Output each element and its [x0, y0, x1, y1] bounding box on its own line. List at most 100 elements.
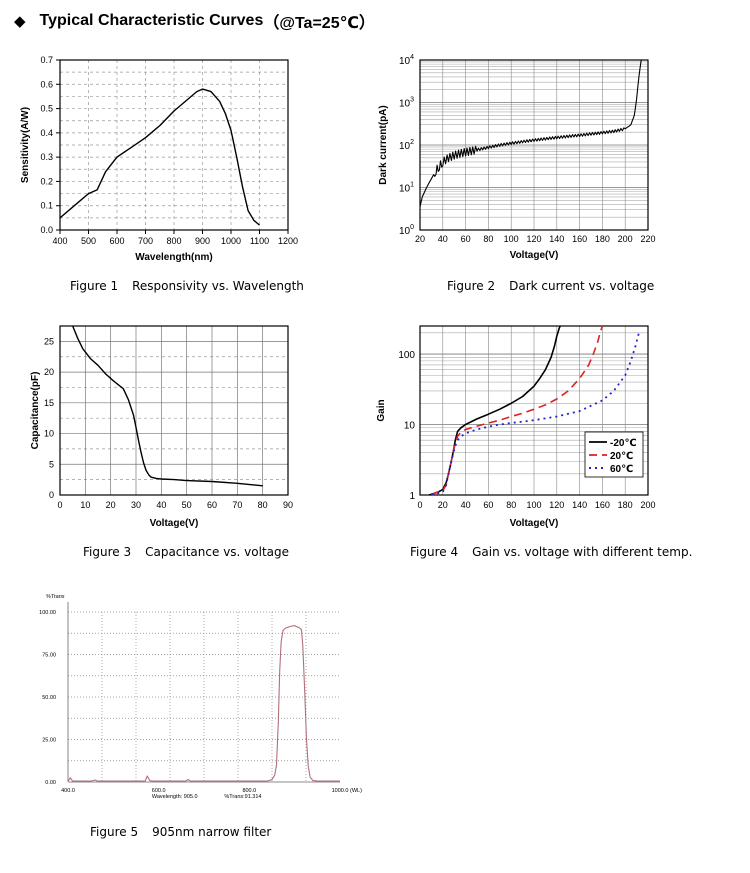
fig1-responsivity-line — [59, 88, 260, 226]
fig1-x-axis-label: Wavelength(nm) — [135, 252, 212, 263]
fig3-plot-frame — [59, 325, 289, 496]
fig4-xtick-label: 40 — [461, 500, 471, 510]
fig3-xtick-label: 50 — [182, 500, 192, 510]
fig2-ytick-label: 104 — [399, 54, 414, 67]
fig5-ytick-label: 100.00 — [39, 610, 56, 616]
fig1-ytick-label: 0.3 — [40, 152, 53, 162]
fig2-xtick-label: 220 — [640, 234, 655, 244]
fig2-ytick-exponent: 1 — [410, 182, 414, 189]
fig2-xtick-label: 140 — [549, 234, 564, 244]
fig4-x-axis-label: Voltage(V) — [510, 518, 559, 529]
fig2-ytick-label: 102 — [399, 139, 414, 152]
fig4-xtick-label: 160 — [595, 500, 610, 510]
fig4-legend-label: 20℃ — [610, 451, 633, 462]
fig1-xtick-label: 1200 — [278, 236, 298, 246]
figure-3-number: Figure 3 — [83, 545, 132, 559]
fig4-xtick-label: 80 — [506, 500, 516, 510]
fig2-xtick-label: 120 — [526, 234, 541, 244]
fig4-plot-frame — [419, 325, 649, 496]
figure-3-title: Capacitance vs. voltage — [145, 545, 290, 559]
diamond-bullet-icon: ◆ — [14, 13, 26, 30]
fig2-xtick-label: 20 — [415, 234, 425, 244]
fig5-ytick-label: 25.00 — [42, 738, 56, 744]
fig4-ytick-label: 10 — [404, 421, 416, 432]
fig1-ytick-label: 0.1 — [40, 201, 53, 211]
fig2-plot-frame — [419, 59, 649, 231]
fig2-ytick-label: 103 — [399, 97, 414, 110]
fig1-ytick-label: 0.5 — [40, 104, 53, 114]
fig3-x-axis-label: Voltage(V) — [150, 518, 199, 529]
figure-4-caption: Figure 4 Gain vs. voltage with different … — [410, 545, 692, 559]
fig1-xtick-label: 1100 — [250, 236, 269, 246]
fig3-ytick-label: 20 — [44, 367, 54, 377]
fig5-ytick-label: 50.00 — [42, 695, 56, 701]
fig5-transmission-line — [67, 625, 340, 782]
fig4-xtick-label: 140 — [572, 500, 587, 510]
figure-1-number: Figure 1 — [70, 279, 119, 293]
fig1-ytick-label: 0.7 — [40, 55, 53, 65]
fig1-y-axis-label: Sensitivity(A/W) — [20, 107, 31, 183]
test-condition: （@Ta=25℃） — [263, 15, 375, 32]
fig1-ytick-label: 0.2 — [40, 176, 53, 186]
fig5-ytick-label: 0.00 — [45, 780, 56, 786]
fig2-xtick-label: 200 — [618, 234, 633, 244]
fig3-ytick-label: 0 — [49, 490, 54, 500]
page-heading: ◆ Typical Characteristic Curves （@Ta=25℃… — [14, 8, 375, 34]
fig4-ytick-label: 100 — [398, 350, 415, 361]
fig1-xtick-label: 400 — [52, 236, 67, 246]
figure-1-caption: Figure 1 Responsivity vs. Wavelength — [70, 279, 304, 293]
fig5-readout-wavelength: Wavelength: 905.0 — [152, 794, 198, 800]
fig3-ytick-label: 15 — [44, 398, 54, 408]
fig3-capacitance-line — [72, 325, 263, 487]
fig3-ytick-label: 5 — [49, 459, 54, 469]
fig4-xtick-label: 60 — [483, 500, 493, 510]
fig4-xtick-label: 20 — [438, 500, 448, 510]
fig4-gain-line-2 — [431, 332, 640, 496]
fig5-xtick-label: 800.0 — [242, 788, 256, 794]
fig5-ytick-label: 75.00 — [42, 653, 56, 659]
fig3-ytick-label: 10 — [44, 429, 54, 439]
fig4-y-axis-label: Gain — [376, 399, 387, 421]
fig4-gain-line-1 — [431, 325, 604, 496]
fig3-xtick-label: 10 — [80, 500, 90, 510]
section-title: Typical Characteristic Curves — [39, 12, 264, 29]
fig3-xtick-label: 80 — [258, 500, 268, 510]
fig2-ytick-exponent: 2 — [410, 139, 414, 146]
fig2-xtick-label: 60 — [461, 234, 471, 244]
fig3-xtick-label: 20 — [106, 500, 116, 510]
fig3-xtick-label: 60 — [207, 500, 217, 510]
fig2-x-axis-label: Voltage(V) — [510, 250, 559, 261]
figure-5-title: 905nm narrow filter — [152, 825, 272, 839]
fig1-xtick-label: 600 — [109, 236, 124, 246]
figure-4-title: Gain vs. voltage with different temp. — [472, 545, 693, 559]
fig3-y-axis-label: Capacitance(pF) — [30, 372, 41, 450]
figure-1-title: Responsivity vs. Wavelength — [132, 279, 304, 293]
fig5-xtick-label: 1000.0 — [332, 788, 349, 794]
fig2-ytick-exponent: 0 — [410, 224, 414, 231]
fig4-xtick-label: 120 — [549, 500, 564, 510]
fig3-xtick-label: 0 — [57, 500, 62, 510]
fig1-xtick-label: 800 — [166, 236, 181, 246]
fig3-xtick-label: 70 — [232, 500, 242, 510]
figure-2-number: Figure 2 — [447, 279, 496, 293]
fig3-xtick-label: 90 — [283, 500, 293, 510]
figure-2-caption: Figure 2 Dark current vs. voltage — [447, 279, 654, 293]
fig5-readout-trans: %Trans:91.314 — [224, 794, 261, 800]
fig2-xtick-label: 160 — [572, 234, 587, 244]
fig4-legend-label: 60℃ — [610, 464, 633, 475]
fig4-xtick-label: 180 — [618, 500, 633, 510]
fig1-ytick-label: 0.4 — [40, 128, 53, 138]
fig4-legend-label: -20℃ — [610, 438, 637, 449]
fig1-plot-frame — [59, 59, 289, 231]
fig5-xtick-label: 400.0 — [61, 788, 75, 794]
fig5-y-title: %Trans — [46, 594, 65, 600]
fig5-x-unit: (WL) — [350, 788, 362, 794]
fig5-xtick-label: 600.0 — [152, 788, 166, 794]
fig4-gain-line-0 — [428, 325, 561, 496]
figure-5-caption: Figure 5 905nm narrow filter — [90, 825, 271, 839]
fig1-xtick-label: 1000 — [221, 236, 241, 246]
fig2-y-axis-label: Dark current(pA) — [378, 105, 389, 184]
fig4-xtick-label: 100 — [526, 500, 541, 510]
fig2-ytick-label: 100 — [399, 224, 414, 237]
